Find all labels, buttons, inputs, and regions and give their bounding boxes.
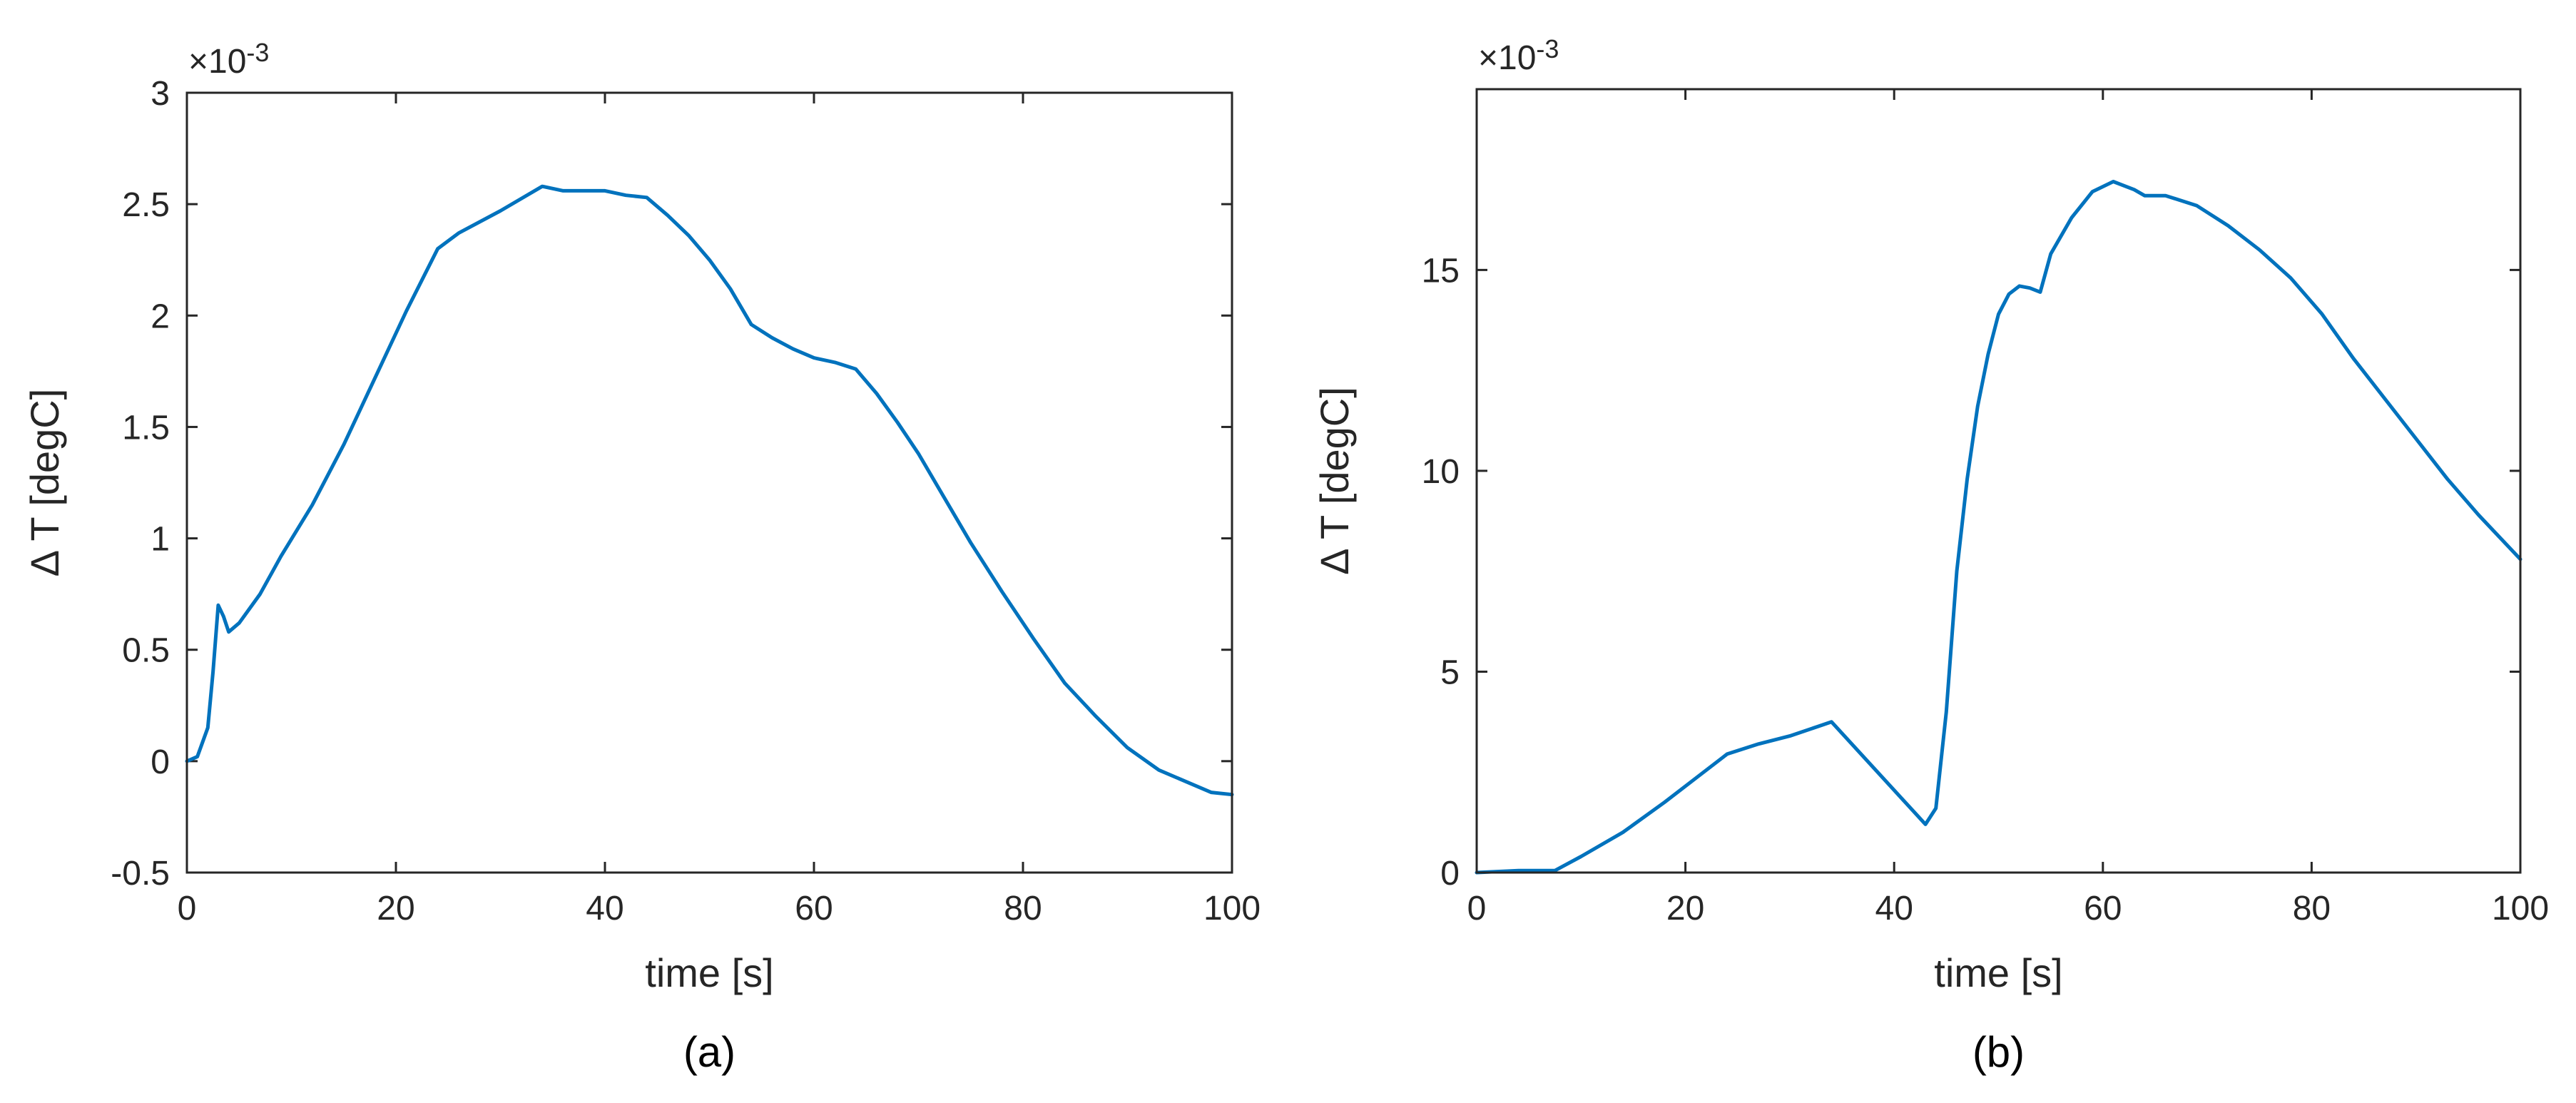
panel-caption-a: (a)	[683, 1028, 735, 1076]
x-tick-label-a-5: 100	[1203, 890, 1261, 927]
y-exponent-label-a: ×10-3	[188, 38, 269, 81]
y-tick-label-a-5: 2	[151, 298, 170, 335]
series-line-a	[185, 184, 1234, 797]
x-tick-labels-a: 0 20 40 60 80 100	[178, 890, 1261, 927]
y-tick-label-b-0: 0	[1440, 855, 1460, 893]
y-tick-label-a-3: 1	[151, 521, 170, 559]
x-tick-label-b-1: 20	[1666, 890, 1704, 927]
y-tick-label-a-0: -0.5	[111, 855, 170, 893]
axis-ticks-b	[1475, 89, 2522, 874]
y-exponent-base-b: ×10	[1478, 39, 1536, 77]
y-exponent-base-a: ×10	[188, 43, 246, 81]
y-tick-labels-b: 0 5 10 15	[1422, 252, 1460, 893]
plot-frame-a	[185, 91, 1233, 874]
x-tick-label-b-3: 60	[2084, 890, 2122, 927]
y-tick-label-a-2: 0.5	[122, 632, 170, 670]
y-tick-labels-a: -0.5 0 0.5 1 1.5 2 2.5 3	[111, 75, 170, 893]
plot-frame-b	[1475, 88, 2522, 874]
x-tick-label-b-2: 40	[1875, 890, 1913, 927]
x-axis-label-a: time [s]	[645, 950, 773, 995]
series-line-b	[1475, 180, 2522, 875]
chart-panel-b: 0 20 40 60 80 100 0 5 10 15 ×10-3 time [s] Δ T […	[1312, 34, 2549, 1076]
x-tick-label-b-4: 80	[2293, 890, 2331, 927]
y-tick-label-b-2: 10	[1422, 453, 1460, 491]
y-exponent-power-b: -3	[1536, 34, 1559, 63]
x-tick-label-a-4: 80	[1004, 890, 1042, 927]
x-tick-label-a-3: 60	[795, 890, 833, 927]
axis-ticks-a	[185, 91, 1233, 874]
y-axis-label-b: Δ T [degC]	[1312, 387, 1357, 575]
x-tick-label-b-0: 0	[1467, 890, 1487, 927]
y-tick-label-a-4: 1.5	[122, 409, 170, 447]
chart-panel-a: 0 20 40 60 80 100 -0.500.511.522.53 ×10-3 tim…	[22, 38, 1261, 1076]
x-tick-label-a-2: 40	[586, 890, 623, 927]
x-axis-label-b: time [s]	[1934, 950, 2062, 995]
y-tick-label-b-3: 15	[1422, 252, 1460, 290]
x-tick-label-b-5: 100	[2492, 890, 2549, 927]
y-exponent-label-b: ×10-3	[1478, 34, 1559, 77]
y-axis-label-a: Δ T [degC]	[22, 389, 67, 577]
x-tick-label-a-0: 0	[178, 890, 197, 927]
panel-caption-b: (b)	[1972, 1028, 2025, 1076]
x-tick-labels-b: 0 20 40 60 80 100	[1467, 890, 2549, 927]
y-tick-label-a-7: 3	[151, 75, 170, 113]
y-exponent-power-a: -3	[246, 38, 269, 67]
y-tick-label-a-1: 0	[151, 743, 170, 781]
y-tick-label-b-1: 5	[1440, 654, 1460, 691]
x-tick-label-a-1: 20	[377, 890, 414, 927]
y-tick-label-a-6: 2.5	[122, 186, 170, 224]
